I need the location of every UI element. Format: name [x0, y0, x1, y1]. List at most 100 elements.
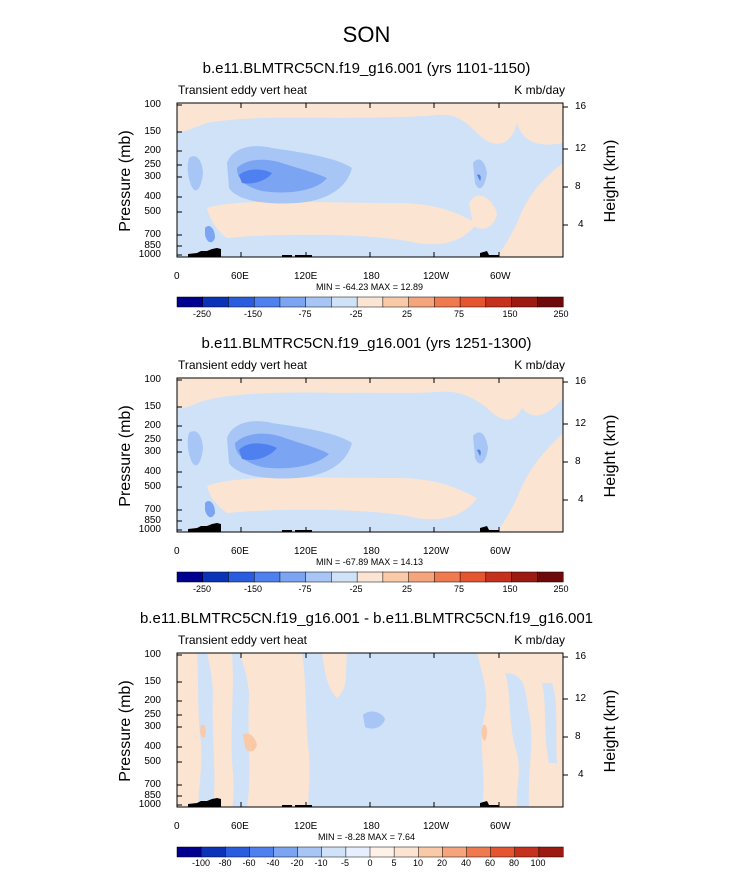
colorbar-label: -250 — [192, 309, 211, 319]
x-tick: 60E — [231, 821, 249, 832]
colorbar-box — [202, 296, 230, 308]
right-string: K mb/day — [514, 633, 565, 647]
y-tick: 850 — [144, 790, 161, 801]
y-tick-right: 16 — [575, 376, 587, 387]
colorbar-box — [331, 296, 358, 308]
colorbar-box — [485, 296, 513, 308]
min-max-text: MIN = -64.23 MAX = 12.89 — [316, 282, 424, 292]
left-string: Transient eddy vert heat — [178, 83, 307, 97]
right-string: K mb/day — [514, 83, 565, 97]
colorbar-box — [434, 296, 461, 308]
colorbar-box — [537, 571, 564, 583]
colorbar-label: 150 — [502, 584, 518, 594]
colorbar-box — [228, 296, 255, 308]
colorbar-label: 25 — [401, 584, 412, 594]
colorbar-box — [490, 846, 516, 858]
colorbar-label: 80 — [508, 858, 519, 868]
colorbar-box — [202, 571, 230, 583]
y-tick: 250 — [144, 709, 161, 720]
colorbar — [176, 846, 564, 858]
plot-area — [177, 653, 563, 807]
colorbar-label: 20 — [436, 858, 447, 868]
y-tick: 400 — [144, 741, 161, 752]
x-tick: 120W — [423, 271, 450, 282]
colorbar-label: -25 — [349, 584, 363, 594]
y-tick-right: 4 — [578, 494, 584, 505]
colorbar-label: -75 — [298, 584, 312, 594]
colorbar-box — [225, 846, 250, 858]
y-tick: 300 — [144, 446, 161, 457]
plot-area — [177, 103, 563, 257]
colorbar-label: -10 — [314, 858, 328, 868]
x-tick: 120W — [423, 821, 450, 832]
colorbar-label: 75 — [453, 309, 464, 319]
y-tick-right: 8 — [575, 181, 581, 192]
x-tick: 120E — [294, 546, 318, 557]
colorbar-box — [382, 571, 410, 583]
colorbar-box — [459, 296, 487, 308]
right-string: K mb/day — [514, 358, 565, 372]
y-tick: 500 — [144, 206, 161, 217]
colorbar-box — [459, 571, 487, 583]
y-tick: 1000 — [138, 524, 161, 535]
y-tick-right: 4 — [578, 769, 584, 780]
y-tick: 400 — [144, 191, 161, 202]
y-tick: 200 — [144, 145, 161, 156]
colorbar-box — [466, 846, 492, 858]
colorbar-box — [369, 846, 395, 858]
colorbar-label: 60 — [484, 858, 495, 868]
plot-area — [177, 378, 563, 532]
colorbar-label: 250 — [553, 309, 569, 319]
y-axis-label-right: Height (km) — [602, 689, 619, 773]
colorbar-box — [176, 571, 204, 583]
y-tick: 850 — [144, 240, 161, 251]
colorbar-box — [345, 846, 371, 858]
y-tick-right: 8 — [575, 731, 581, 742]
colorbar-box — [418, 846, 443, 858]
y-axis-label: Pressure (mb) — [117, 405, 134, 507]
colorbar-label: 150 — [502, 309, 518, 319]
colorbar-label: -250 — [192, 584, 211, 594]
y-tick-right: 12 — [575, 143, 587, 154]
colorbar-box — [279, 296, 307, 308]
colorbar-label: -20 — [290, 858, 304, 868]
colorbar-label: 75 — [453, 584, 464, 594]
colorbar-box — [176, 846, 202, 858]
colorbar-box — [514, 846, 540, 858]
colorbar-box — [321, 846, 347, 858]
x-tick: 180 — [363, 821, 380, 832]
y-tick: 100 — [144, 374, 161, 385]
x-tick: 0 — [174, 821, 180, 832]
y-tick: 150 — [144, 126, 161, 137]
colorbar-box — [249, 846, 275, 858]
y-tick: 100 — [144, 649, 161, 660]
y-tick: 500 — [144, 756, 161, 767]
colorbar-label: -25 — [349, 309, 363, 319]
colorbar-box — [356, 571, 384, 583]
colorbar-box — [305, 296, 332, 308]
y-tick: 250 — [144, 159, 161, 170]
axes-frame — [176, 377, 568, 533]
main-title: SON — [342, 22, 391, 47]
colorbar-box — [297, 846, 323, 858]
colorbar-label: -80 — [218, 858, 232, 868]
colorbar-box — [279, 571, 307, 583]
x-tick: 60E — [231, 271, 249, 282]
x-tick: 120W — [423, 546, 450, 557]
colorbar-box — [356, 296, 384, 308]
colorbar-box — [253, 571, 281, 583]
y-axis-label-right: Height (km) — [602, 139, 619, 223]
colorbar-label: -100 — [191, 858, 210, 868]
colorbar-box — [511, 296, 538, 308]
axes-frame — [176, 102, 568, 258]
x-tick: 60W — [490, 821, 511, 832]
y-tick: 300 — [144, 721, 161, 732]
x-tick: 60E — [231, 546, 249, 557]
y-tick: 400 — [144, 466, 161, 477]
colorbar-box — [331, 571, 358, 583]
colorbar — [176, 296, 564, 308]
colorbar-label: -5 — [340, 858, 349, 868]
x-tick: 120E — [294, 271, 318, 282]
y-tick: 150 — [144, 401, 161, 412]
colorbar-label: 100 — [530, 858, 546, 868]
